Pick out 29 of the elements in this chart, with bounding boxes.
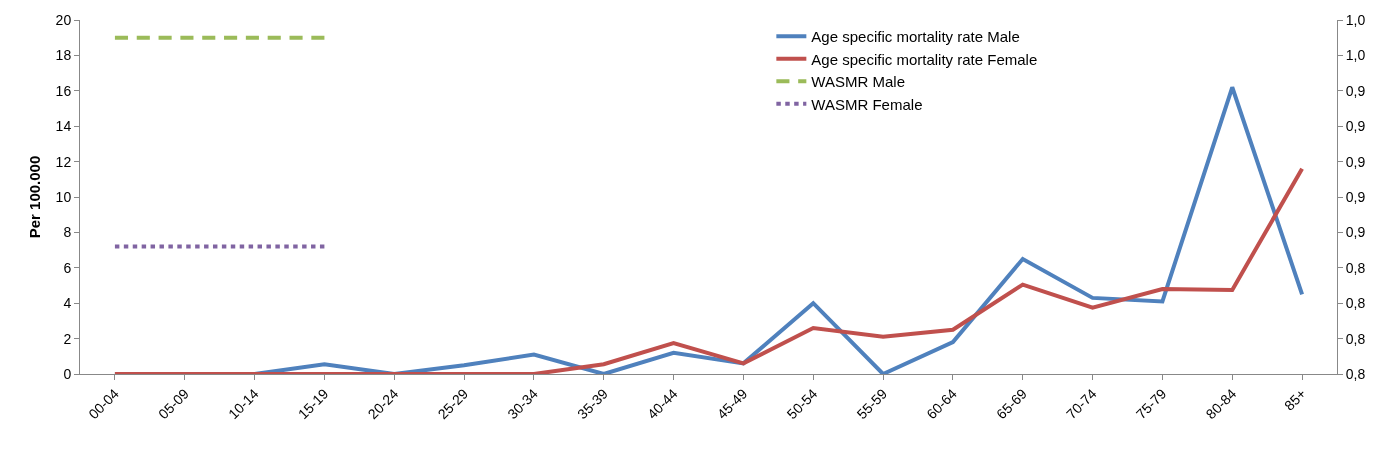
legend-label: Age specific mortality rate Female [811,50,1038,68]
y-tick-label: 14 [55,118,72,135]
y2-tick-label: 0,9 [1345,82,1366,99]
legend-label: WASMR Female [811,95,923,113]
x-tick-label: 85+ [1281,385,1310,414]
y2-tick-label: 0,8 [1345,259,1366,276]
y-tick-label: 16 [55,82,72,99]
legend-label: WASMR Male [811,73,905,91]
y-tick-label: 10 [55,188,72,205]
y2-tick-label: 0,9 [1345,153,1366,170]
y-tick-label: 2 [63,330,72,347]
y2-tick-label: 0,8 [1345,330,1366,347]
y2-tick-label: 0,9 [1345,188,1366,205]
y2-tick-label: 1,0 [1345,47,1366,64]
y-tick-label: 6 [63,259,72,276]
y2-tick-label: 0,8 [1345,365,1366,382]
y2-tick-label: 1,0 [1345,11,1366,28]
y-tick-label: 12 [55,153,72,170]
y-tick-label: 18 [55,47,72,64]
y2-tick-label: 0,9 [1345,118,1366,135]
line-series [112,166,1305,374]
legend-label: Age specific mortality rate Male [811,28,1020,46]
y-tick-label: 0 [63,365,72,382]
y-tick-label: 20 [55,11,72,28]
y-tick-label: 8 [63,224,72,241]
y-axis-title: Per 100.000 [26,155,43,239]
y-tick-label: 4 [63,295,72,312]
y2-tick-label: 0,8 [1345,295,1366,312]
y2-tick-label: 0,9 [1345,224,1366,241]
